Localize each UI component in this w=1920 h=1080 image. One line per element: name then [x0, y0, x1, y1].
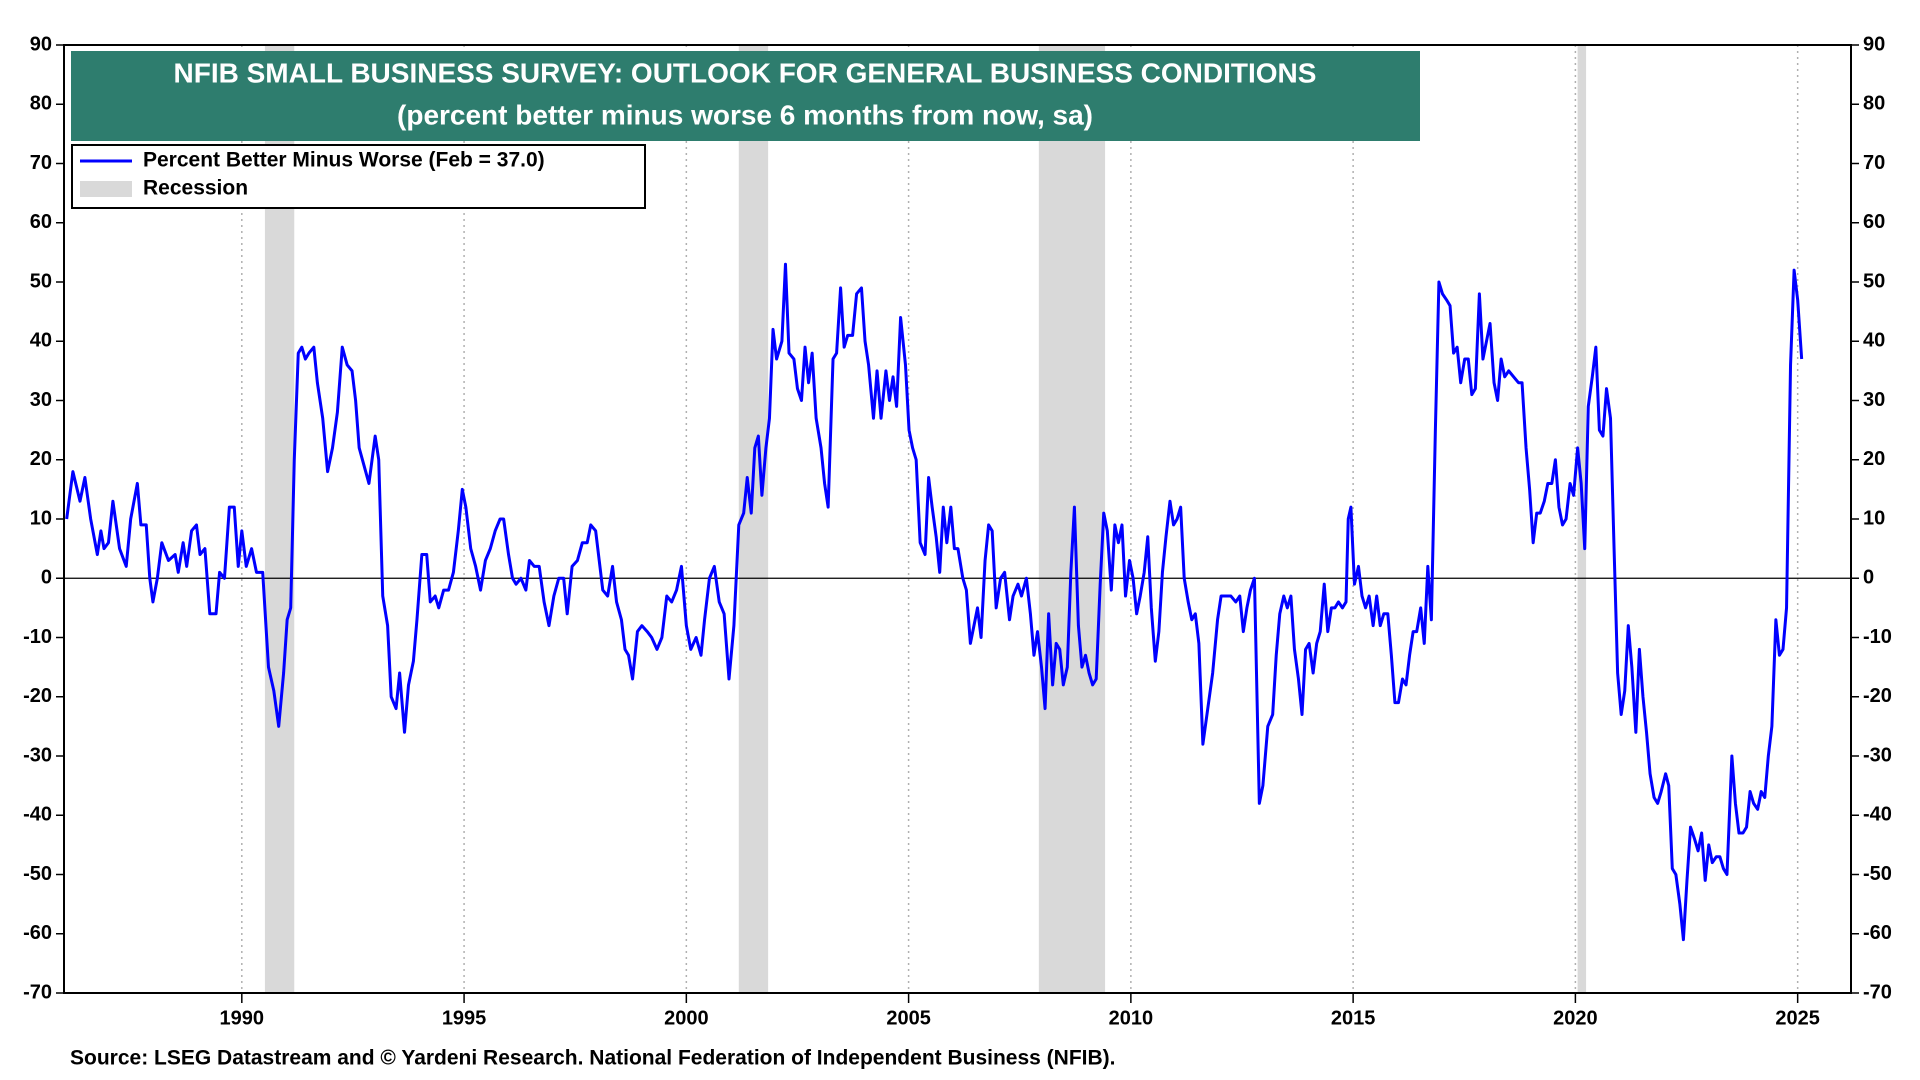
y2-tick-label: 70	[1863, 152, 1885, 174]
y-tick-label: 10	[30, 507, 52, 529]
y2-tick-label: 80	[1863, 93, 1885, 115]
y-tick-label: 30	[30, 389, 52, 411]
y-tick-label: -10	[23, 626, 52, 648]
y2-tick-label: 50	[1863, 270, 1885, 292]
x-tick-label: 1990	[220, 1007, 265, 1029]
chart-subtitle: (percent better minus worse 6 months fro…	[397, 99, 1093, 130]
y2-tick-label: -40	[1863, 804, 1892, 826]
y2-tick-label: 60	[1863, 211, 1885, 233]
legend-recession-swatch	[80, 181, 132, 197]
y2-tick-label: 40	[1863, 330, 1885, 352]
y-tick-label: 0	[41, 567, 52, 589]
data-line	[65, 262, 1804, 942]
y2-tick-label: 30	[1863, 389, 1885, 411]
y2-tick-label: -30	[1863, 744, 1892, 766]
x-tick-label: 1995	[442, 1007, 487, 1029]
y-tick-label: -50	[23, 863, 52, 885]
y-tick-label: 80	[30, 93, 52, 115]
y-tick-label: 90	[30, 33, 52, 55]
y2-tick-label: -70	[1863, 981, 1892, 1003]
y2-tick-label: 0	[1863, 567, 1874, 589]
legend-box	[71, 144, 646, 209]
y2-tick-label: 10	[1863, 507, 1885, 529]
y-tick-label: -20	[23, 685, 52, 707]
y2-tick-label: -50	[1863, 863, 1892, 885]
x-tick-label: 2010	[1109, 1007, 1154, 1029]
y-tick-label: 20	[30, 448, 52, 470]
x-tick-label: 2015	[1331, 1007, 1376, 1029]
y-tick-label: -40	[23, 804, 52, 826]
chart-title: NFIB SMALL BUSINESS SURVEY: OUTLOOK FOR …	[174, 57, 1317, 88]
y-tick-label: -30	[23, 744, 52, 766]
y-tick-label: 40	[30, 330, 52, 352]
y2-tick-label: -20	[1863, 685, 1892, 707]
y-tick-label: 60	[30, 211, 52, 233]
y-tick-label: 50	[30, 270, 52, 292]
title-box	[71, 51, 1420, 141]
y2-tick-label: -10	[1863, 626, 1892, 648]
legend-label: Recession	[143, 177, 248, 200]
recession-band	[1038, 45, 1106, 993]
x-tick-label: 2005	[886, 1007, 931, 1029]
plot-frame	[63, 44, 1852, 994]
y2-tick-label: 20	[1863, 448, 1885, 470]
y2-tick-label: -60	[1863, 922, 1892, 944]
y-tick-label: -70	[23, 981, 52, 1003]
y-tick-label: 70	[30, 152, 52, 174]
recession-band	[738, 45, 769, 993]
x-tick-label: 2000	[664, 1007, 709, 1029]
y2-tick-label: 90	[1863, 33, 1885, 55]
x-tick-label: 2025	[1775, 1007, 1820, 1029]
source-note: Source: LSEG Datastream and © Yardeni Re…	[70, 1047, 1116, 1070]
y-tick-label: -60	[23, 922, 52, 944]
legend-label: Percent Better Minus Worse (Feb = 37.0)	[143, 149, 545, 172]
x-tick-label: 2020	[1553, 1007, 1598, 1029]
